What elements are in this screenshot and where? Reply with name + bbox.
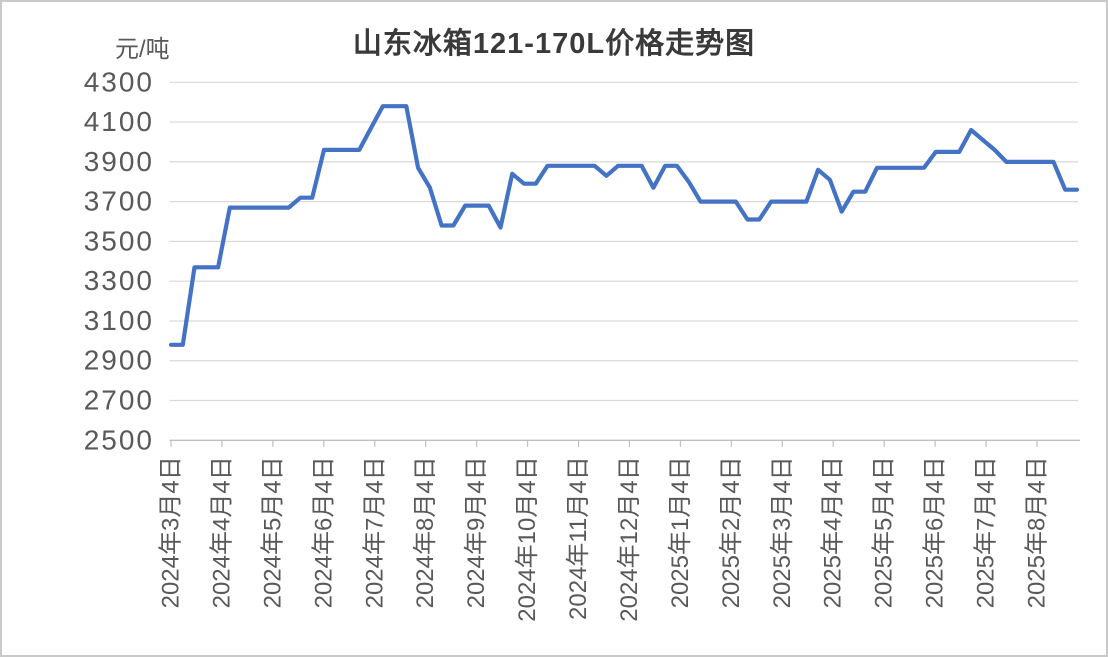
x-axis-tick-label: 2025年5月4日 — [871, 456, 898, 608]
y-axis-tick-label: 3100 — [84, 305, 154, 336]
x-axis-tick-label: 2025年3月4日 — [769, 456, 796, 608]
x-axis-tick-label: 2024年7月4日 — [361, 456, 388, 608]
y-axis-tick-label: 3900 — [84, 146, 154, 177]
x-axis-tick-label: 2024年10月4日 — [514, 456, 541, 621]
y-axis-tick-label: 2700 — [84, 385, 154, 416]
x-axis-tick-label: 2024年9月4日 — [463, 456, 490, 608]
x-axis-tick-label: 2025年7月4日 — [973, 456, 1000, 608]
y-axis-tick-label: 3700 — [84, 186, 154, 217]
x-axis-tick-label: 2025年1月4日 — [667, 456, 694, 608]
x-axis-tick-label: 2024年8月4日 — [412, 456, 439, 608]
x-axis-tick-label: 2025年4月4日 — [820, 456, 847, 608]
x-axis-tick-label: 2025年2月4日 — [718, 456, 745, 608]
price-line-series — [168, 104, 1080, 347]
x-axis-tick-label: 2024年6月4日 — [310, 456, 337, 608]
y-axis-tick-label: 3500 — [84, 225, 154, 256]
x-axis-tick-label: 2024年5月4日 — [259, 456, 286, 608]
y-axis-tick-label: 4300 — [84, 66, 154, 97]
x-axis-tick-label: 2024年3月4日 — [158, 456, 185, 608]
x-axis-tick-label: 2025年6月4日 — [922, 456, 949, 608]
y-axis-tick-label: 3300 — [84, 265, 154, 296]
chart-title: 山东冰箱121-170L价格走势图 — [352, 28, 756, 60]
x-axis-tick-label: 2024年4月4日 — [208, 456, 235, 608]
y-axis-tick-label: 4100 — [84, 106, 154, 137]
y-axis-tick-label: 2900 — [84, 345, 154, 376]
x-axis-tick-label: 2025年8月4日 — [1023, 456, 1050, 608]
y-axis-unit-label: 元/吨 — [115, 36, 170, 63]
x-axis-tick-label: 2024年12月4日 — [616, 456, 643, 621]
x-axis-tick-label: 2024年11月4日 — [565, 456, 592, 620]
y-axis-tick-label: 2500 — [84, 424, 154, 455]
